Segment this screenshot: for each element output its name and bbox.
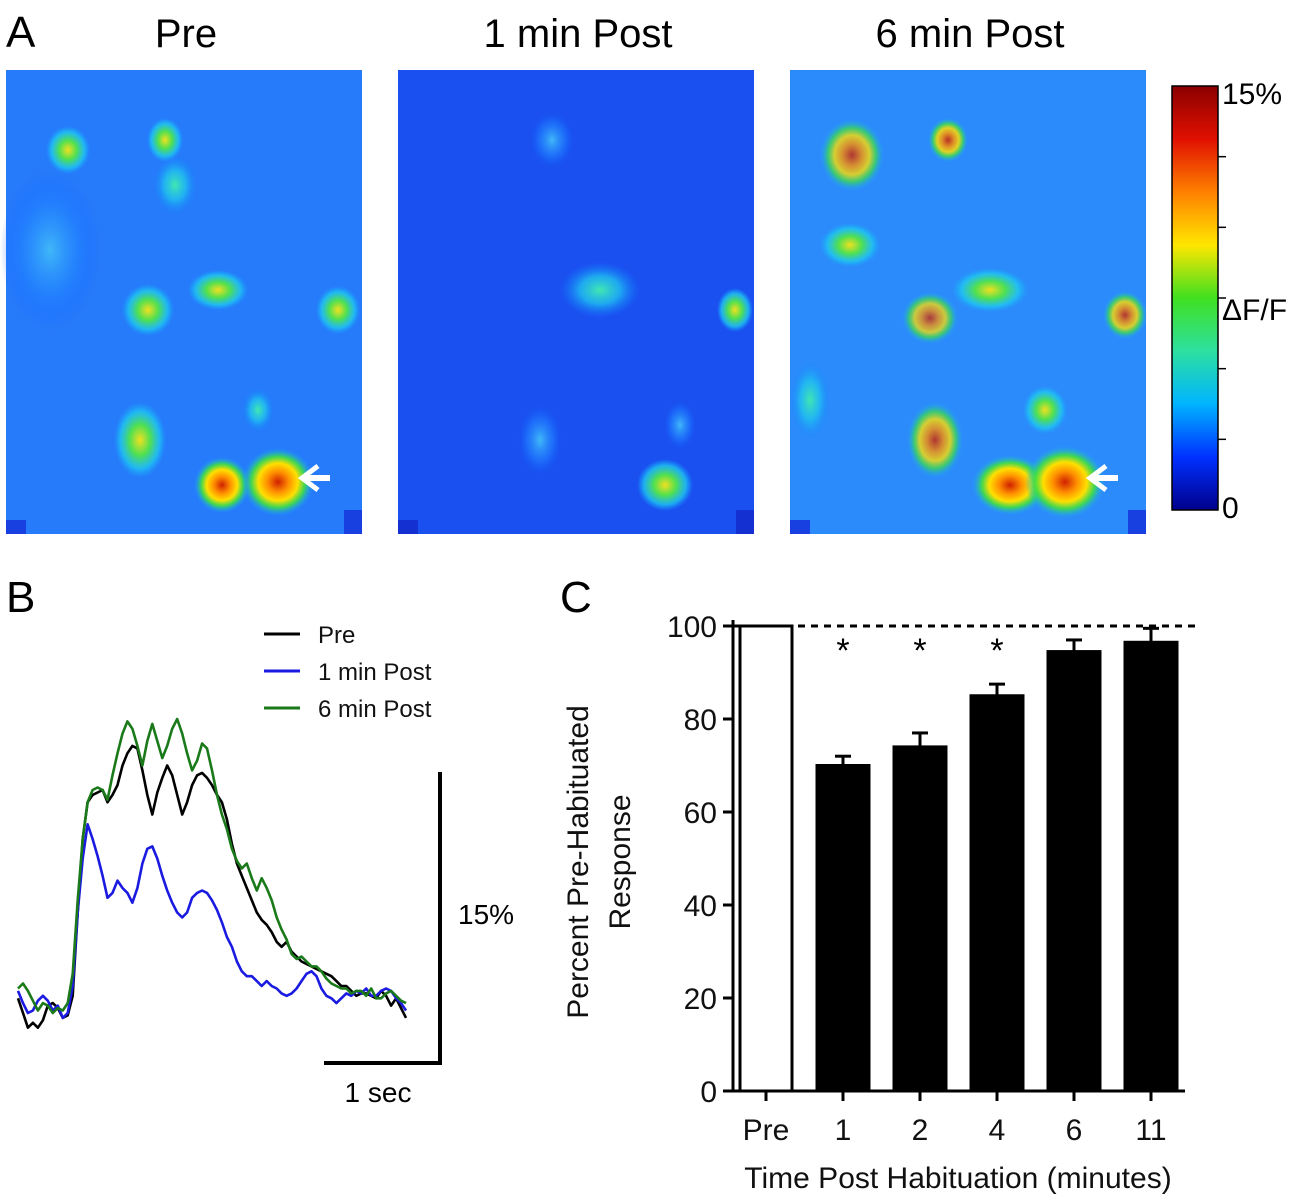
trace-legend: Pre 1 min Post 6 min Post: [264, 622, 432, 723]
y-axis-label: Percent Pre-Habituated Response: [562, 705, 637, 1019]
scale-bar-y-label: 15%: [458, 899, 514, 930]
x-tick-label: 1: [835, 1114, 852, 1147]
legend-label: Pre: [318, 622, 355, 649]
image-title-pre: Pre: [155, 12, 217, 56]
y-tick-label: 40: [684, 890, 717, 923]
legend-label: 6 min Post: [318, 696, 432, 723]
heatmap-image-1min-post: [398, 70, 754, 534]
x-tick-label: Pre: [743, 1114, 790, 1147]
y-tick-label: 100: [667, 611, 717, 644]
heatmap-image-pre: [0, 70, 362, 534]
image-title-1min: 1 min Post: [484, 12, 673, 56]
panel-a-letter: A: [6, 8, 36, 57]
y-tick-label: 80: [684, 704, 717, 737]
significance-star: *: [913, 632, 926, 670]
y-tick-label: 20: [684, 983, 717, 1016]
scale-bar-x-label: 1 sec: [345, 1077, 412, 1108]
x-tick-label: 4: [989, 1114, 1006, 1147]
legend-label: 1 min Post: [318, 659, 432, 686]
colorbar-max-label: 15%: [1222, 78, 1282, 111]
x-tick-label: 11: [1135, 1114, 1166, 1147]
x-tick-label: 6: [1066, 1114, 1083, 1147]
panel-c-letter: C: [560, 573, 592, 622]
x-axis-label: Time Post Habituation (minutes): [744, 1162, 1171, 1195]
panel-b-letter: B: [6, 573, 35, 622]
trace-line-6min-post: [17, 717, 407, 1015]
y-tick-label: 0: [700, 1076, 717, 1109]
x-tick-label: 2: [912, 1114, 929, 1147]
image-title-6min: 6 min Post: [876, 12, 1065, 56]
colorbar-gradient: [1171, 85, 1219, 511]
bar-4: [969, 694, 1025, 1093]
significance-star: *: [836, 632, 849, 670]
bar-chart: Pre * 1 * 2 * 4 6 11 0 20 40 60 80 100 Percent Pre-Habi…: [562, 611, 1197, 1195]
bar-11: [1123, 640, 1179, 1093]
trace-plot: [16, 717, 408, 1029]
colorbar-min-label: 0: [1222, 492, 1239, 525]
colorbar-mid-label: ΔF/F: [1222, 294, 1287, 327]
trace-line-1min-post: [16, 823, 408, 1020]
scale-bar: 15% 1 sec: [324, 772, 514, 1108]
significance-star: *: [990, 632, 1003, 670]
heatmap-image-6min-post: [790, 70, 1147, 534]
bar-1: [815, 764, 871, 1093]
bar-6: [1046, 650, 1102, 1093]
bar-2: [892, 745, 948, 1093]
bar-Pre: [738, 624, 794, 1093]
colorbar: 15% ΔF/F 0: [1171, 78, 1287, 525]
y-tick-label: 60: [684, 797, 717, 830]
trace-line-pre: [16, 744, 408, 1029]
